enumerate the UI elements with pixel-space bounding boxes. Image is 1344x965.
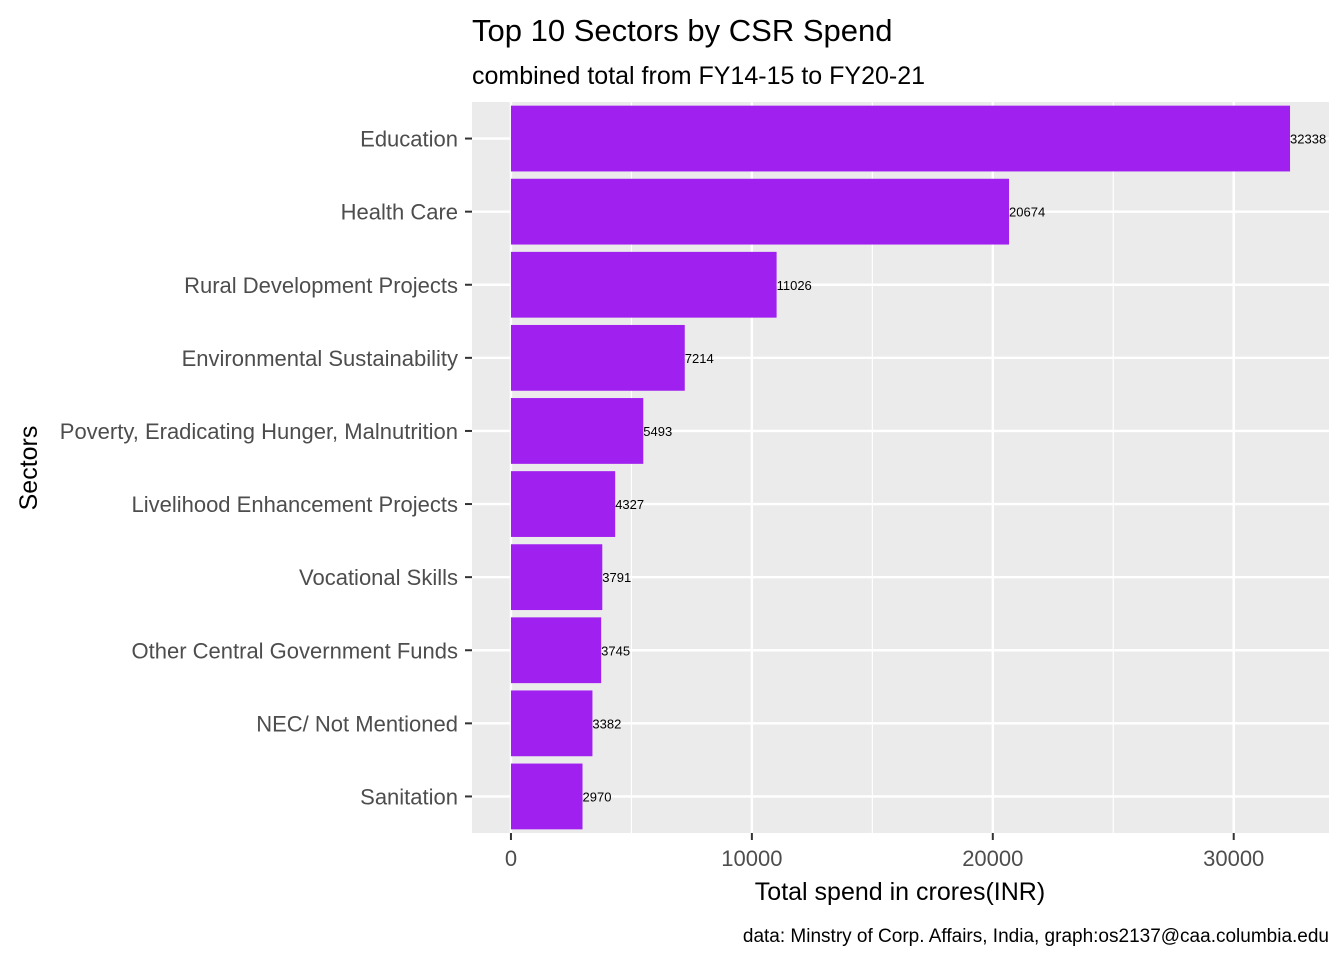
y-tick-label: Poverty, Eradicating Hunger, Malnutritio…	[60, 419, 458, 444]
y-tick-label: NEC/ Not Mentioned	[256, 711, 458, 736]
data-label: 11026	[777, 278, 812, 293]
x-tick-label: 10000	[721, 846, 782, 871]
data-label: 5493	[643, 424, 672, 439]
y-tick-label: Environmental Sustainability	[182, 346, 458, 371]
chart-subtitle: combined total from FY14-15 to FY20-21	[472, 62, 925, 90]
y-tick-label: Rural Development Projects	[184, 273, 458, 298]
bar-6	[510, 471, 616, 537]
bar-7	[510, 544, 603, 611]
bar-9	[510, 690, 593, 757]
y-axis: Education Health Care Rural Development Pr…	[60, 127, 472, 809]
chart-caption: data: Minstry of Corp. Affairs, India, g…	[743, 926, 1329, 947]
bar-4	[510, 324, 685, 391]
x-tick-label: 20000	[962, 846, 1023, 871]
data-label: 3745	[601, 643, 630, 658]
y-tick-label: Sanitation	[360, 784, 458, 809]
bar-2	[510, 178, 1010, 245]
bar-10	[510, 763, 583, 830]
y-axis-title: Sectors	[15, 426, 43, 511]
y-tick-label: Livelihood Enhancement Projects	[131, 492, 458, 517]
x-tick-label: 30000	[1203, 846, 1264, 871]
x-axis: 0 10000 20000 30000	[505, 833, 1264, 871]
data-label: 20674	[1009, 205, 1045, 220]
y-tick-label: Health Care	[341, 200, 458, 225]
data-label: 3382	[592, 716, 621, 731]
data-label: 3791	[602, 570, 631, 585]
x-axis-title: Total spend in crores(INR)	[755, 878, 1045, 906]
bar-3	[510, 251, 777, 318]
bar-5	[510, 398, 644, 464]
data-label: 4327	[615, 497, 644, 512]
data-label: 7214	[685, 351, 714, 366]
y-tick-label: Other Central Government Funds	[132, 638, 458, 663]
data-label: 32338	[1290, 132, 1326, 147]
data-label-layer: 32338 20674 11026 7214 5493 4327 3791 3745 3382 2…	[583, 132, 1327, 805]
x-tick-label: 0	[505, 846, 517, 871]
y-tick-label: Vocational Skills	[299, 565, 458, 590]
bar-8	[510, 617, 602, 684]
y-tick-label: Education	[360, 127, 458, 152]
data-label: 2970	[583, 789, 612, 804]
chart-title: Top 10 Sectors by CSR Spend	[472, 13, 892, 48]
bar-1	[510, 105, 1291, 172]
bar-layer	[510, 105, 1291, 830]
